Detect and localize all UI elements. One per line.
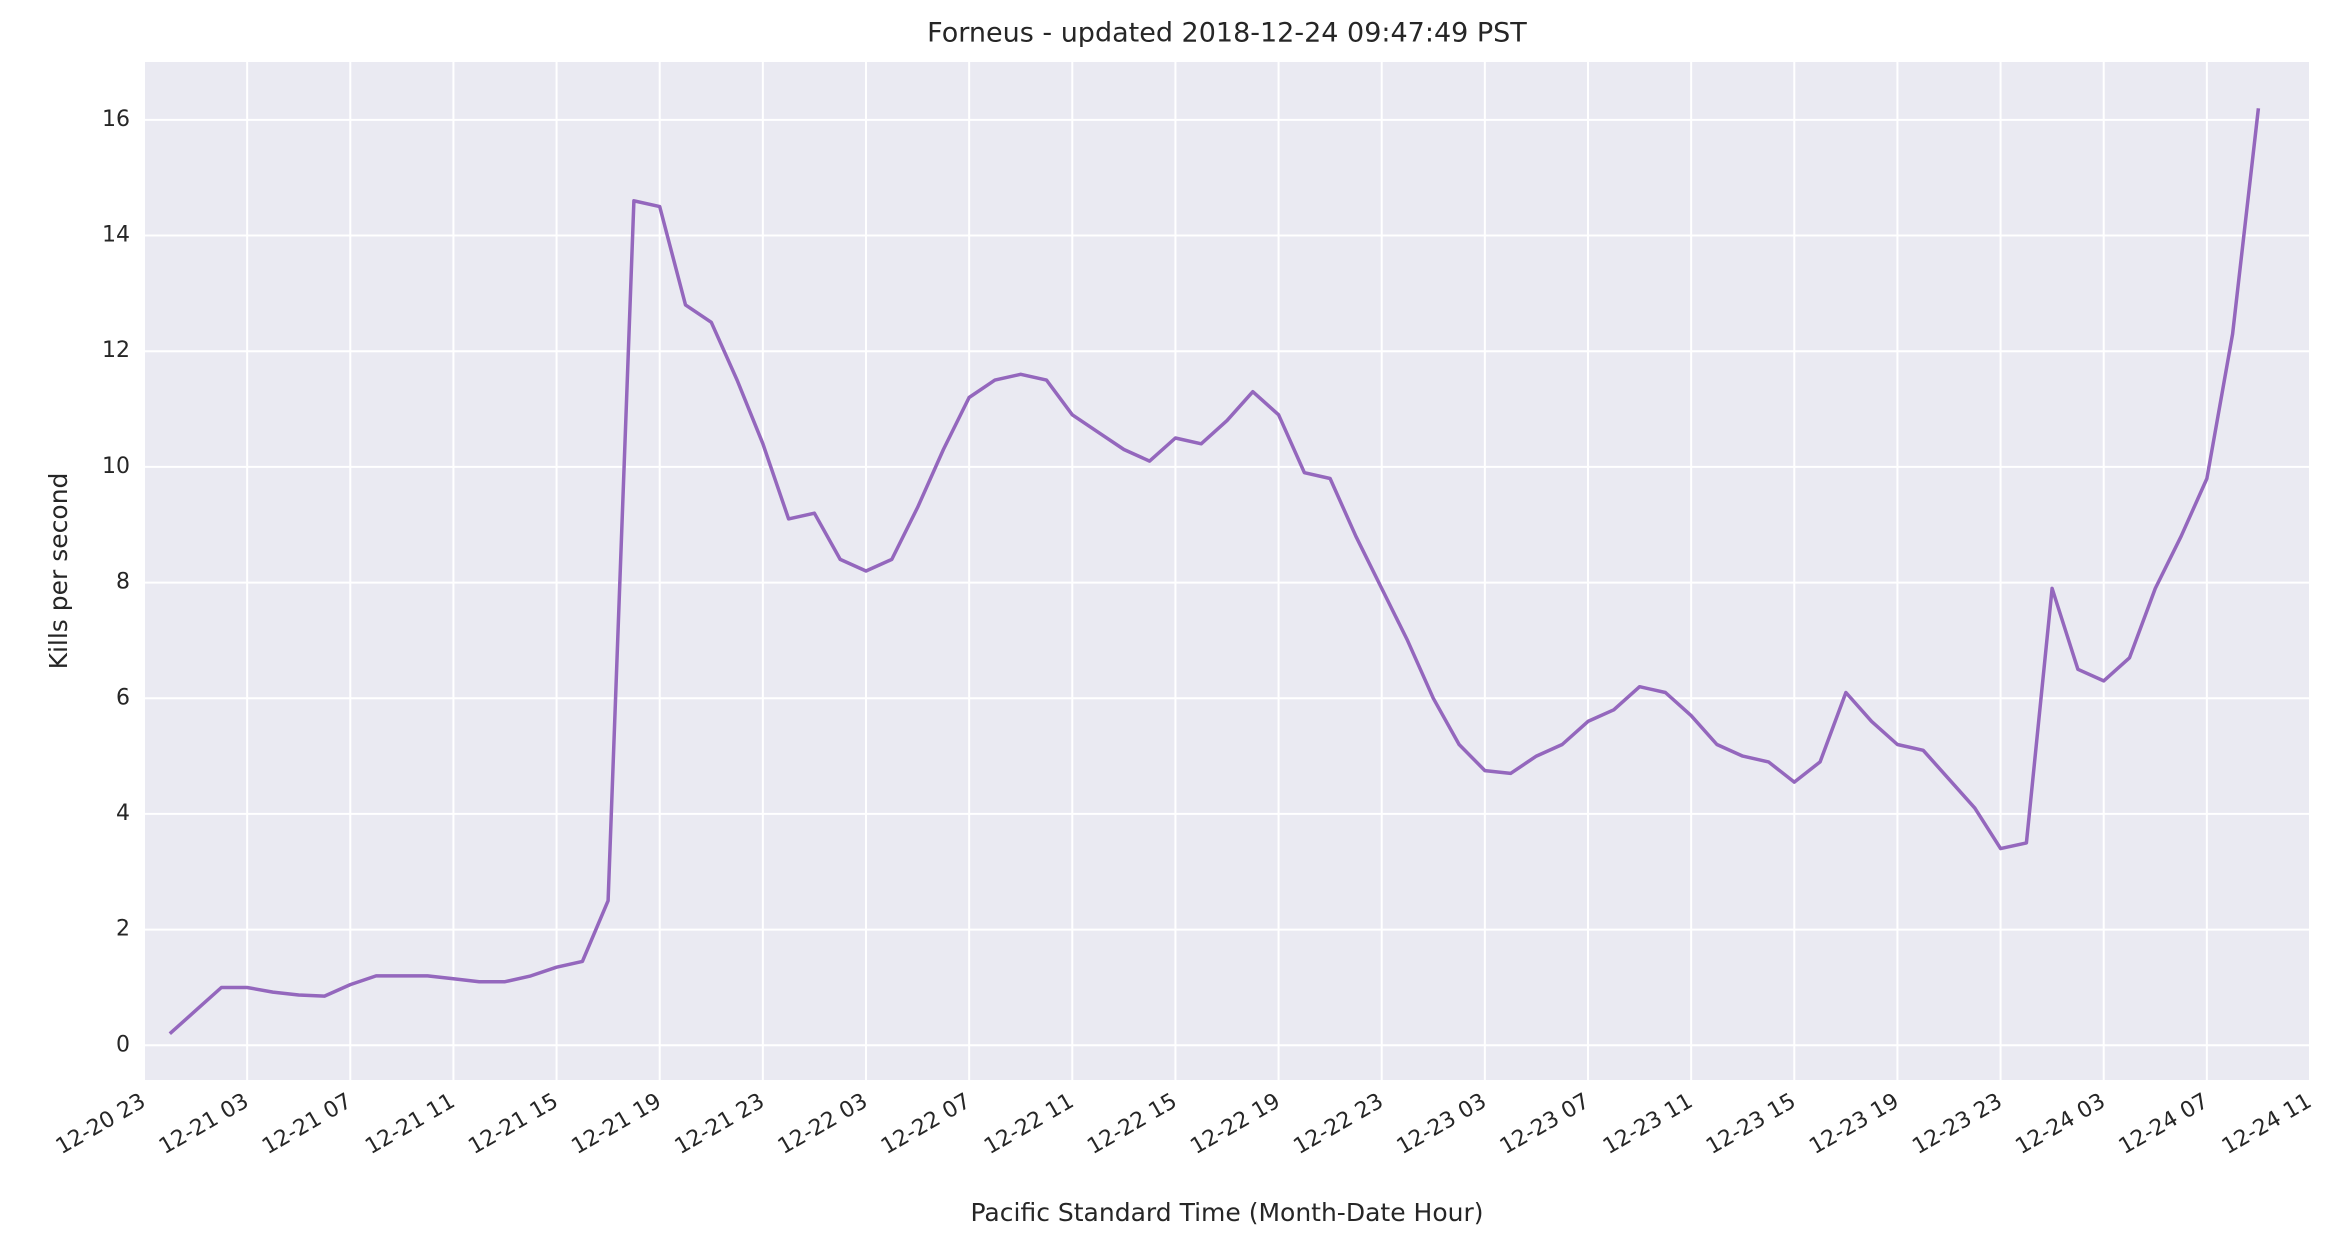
x-tick-label: 12-22 19 — [1186, 1089, 1284, 1160]
x-tick-label: 12-23 19 — [1805, 1089, 1903, 1160]
x-tick-label: 12-20 23 — [52, 1089, 150, 1160]
x-tick-label: 12-23 03 — [1393, 1089, 1491, 1160]
x-tick-label: 12-23 07 — [1496, 1089, 1594, 1160]
x-tick-label: 12-24 11 — [2218, 1089, 2316, 1160]
x-tick-label: 12-21 23 — [671, 1089, 769, 1160]
x-tick-label: 12-21 19 — [568, 1089, 666, 1160]
x-tick-label: 12-23 15 — [1702, 1089, 1800, 1160]
x-tick-label: 12-24 07 — [2115, 1089, 2213, 1160]
x-tick-label: 12-21 07 — [258, 1089, 356, 1160]
y-tick-label: 12 — [102, 338, 130, 363]
y-tick-label: 6 — [116, 685, 130, 710]
x-tick-label: 12-21 11 — [361, 1089, 459, 1160]
x-tick-label: 12-21 03 — [155, 1089, 253, 1160]
y-tick-label: 4 — [116, 801, 130, 826]
data-line — [168, 108, 2261, 1036]
x-tick-label: 12-22 15 — [1083, 1089, 1181, 1160]
x-tick-label: 12-22 23 — [1290, 1089, 1388, 1160]
x-tick-label: 12-22 03 — [774, 1089, 872, 1160]
x-tick-label: 12-22 11 — [980, 1089, 1078, 1160]
x-tick-label: 12-24 03 — [2012, 1089, 2110, 1160]
x-axis-label: Pacific Standard Time (Month-Date Hour) — [970, 1198, 1483, 1227]
y-tick-label: 10 — [102, 454, 130, 479]
y-tick-label: 14 — [102, 223, 130, 248]
x-tick-label: 12-22 07 — [877, 1089, 975, 1160]
grid — [143, 62, 2311, 1080]
x-tick-label: 12-23 23 — [1908, 1089, 2006, 1160]
y-tick-label: 8 — [116, 570, 130, 595]
y-tick-label: 0 — [116, 1032, 130, 1057]
plot-area — [144, 62, 2310, 1080]
chart-title: Forneus - updated 2018-12-24 09:47:49 PS… — [927, 18, 1527, 49]
y-axis-label: Kills per second — [44, 473, 73, 670]
x-tick-label: 12-21 15 — [464, 1089, 562, 1160]
x-tick-label: 12-23 11 — [1599, 1089, 1697, 1160]
y-tick-label: 2 — [116, 917, 130, 942]
y-tick-label: 16 — [102, 107, 130, 132]
